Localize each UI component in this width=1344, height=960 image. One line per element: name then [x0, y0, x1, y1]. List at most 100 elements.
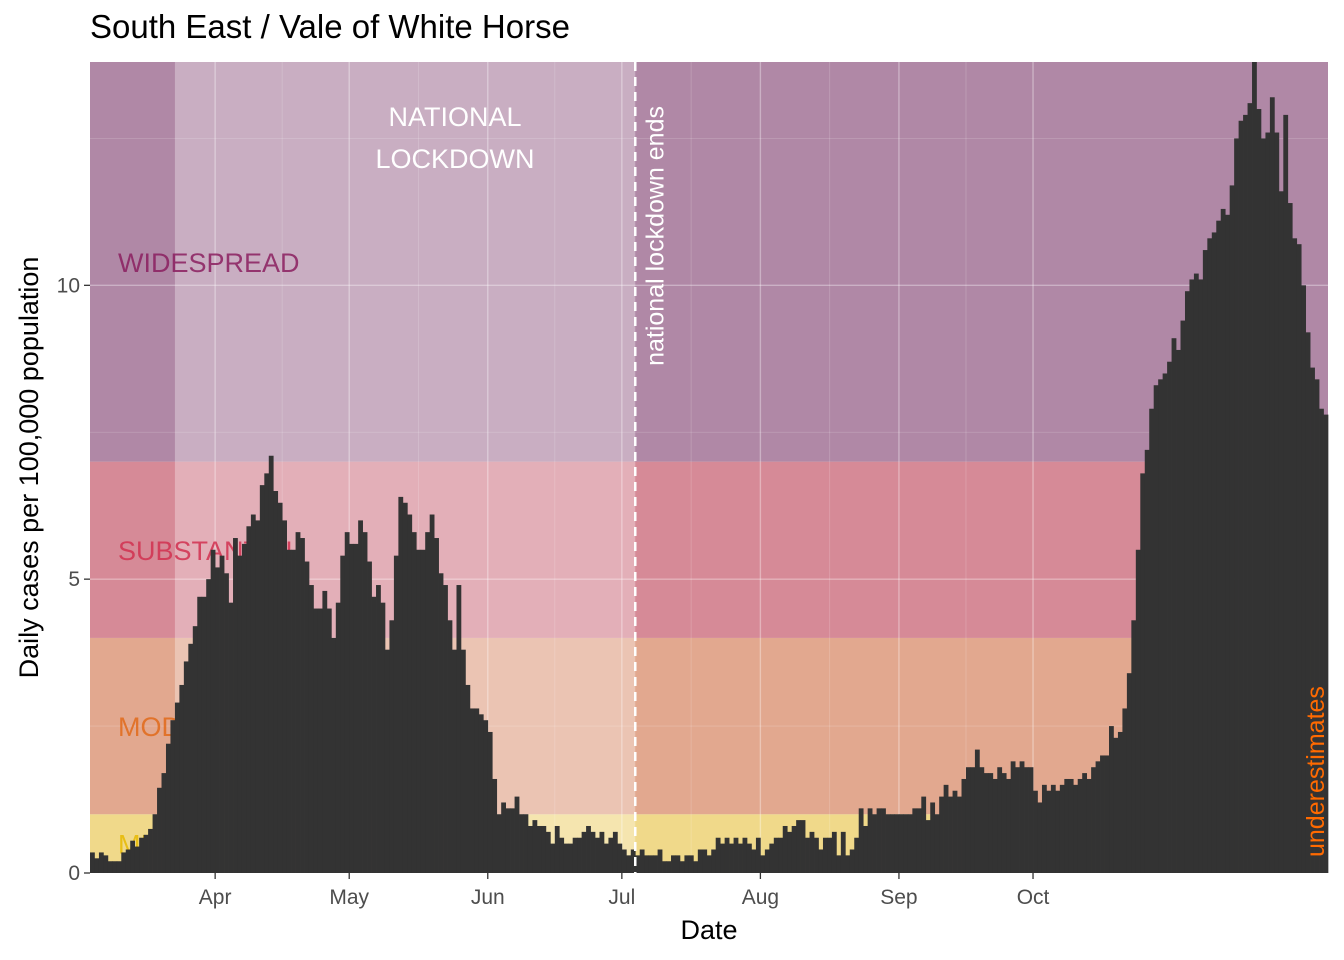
bar: [326, 608, 332, 873]
bar: [715, 837, 721, 873]
bar: [1077, 778, 1083, 873]
bar: [532, 820, 538, 873]
bar: [554, 825, 560, 873]
bar: [1234, 138, 1239, 873]
bar: [818, 849, 824, 873]
bar: [1068, 778, 1074, 873]
bar: [577, 837, 582, 873]
bar: [1028, 767, 1034, 873]
bar: [224, 573, 229, 873]
axes: 0 5 10 Apr May Jun Jul Aug Sep Oct Date Daily cases…: [14, 257, 1050, 945]
bar: [1019, 761, 1025, 873]
bar: [957, 796, 962, 873]
bar: [684, 855, 690, 873]
bar: [559, 837, 565, 873]
bar: [572, 837, 578, 873]
bar: [706, 855, 712, 873]
bar: [1100, 755, 1105, 873]
bar: [1278, 191, 1284, 873]
bar: [1243, 114, 1248, 874]
bar: [836, 855, 842, 873]
bar: [367, 561, 372, 873]
bar: [1024, 767, 1029, 873]
bar: [1225, 214, 1231, 873]
bar: [170, 720, 176, 873]
bar: [523, 814, 529, 873]
bar: [1207, 238, 1213, 874]
bar: [809, 831, 815, 873]
bar: [139, 837, 144, 873]
bar: [925, 820, 931, 873]
bar: [586, 825, 591, 873]
bar: [545, 831, 551, 873]
bar: [648, 855, 654, 873]
bar: [550, 843, 556, 873]
bar: [402, 502, 408, 873]
bar: [617, 843, 623, 873]
bar: [510, 808, 515, 873]
bar: [872, 814, 877, 873]
bar: [644, 855, 650, 873]
bar: [125, 849, 131, 873]
bar: [376, 585, 381, 873]
bar: [988, 773, 994, 873]
bar: [992, 778, 998, 873]
bar: [210, 549, 216, 873]
bar: [322, 590, 328, 873]
bar: [814, 837, 819, 873]
bar: [1015, 767, 1020, 873]
bar: [148, 828, 153, 873]
bar: [501, 802, 506, 873]
bar: [778, 837, 784, 873]
bar: [653, 855, 658, 873]
bar: [639, 849, 645, 873]
bar: [679, 861, 685, 873]
bar: [1193, 273, 1199, 874]
bar: [241, 543, 247, 873]
bar: [1037, 802, 1043, 873]
bar: [1202, 250, 1208, 873]
bar: [711, 849, 717, 873]
bar: [434, 538, 439, 873]
bar: [277, 502, 283, 873]
bar: [304, 561, 310, 873]
bar: [358, 520, 363, 873]
bar: [331, 637, 337, 873]
bar: [443, 585, 448, 873]
bar: [233, 538, 238, 873]
bar: [143, 834, 149, 873]
bar: [1140, 473, 1146, 873]
bar: [675, 855, 681, 873]
bar: [130, 840, 136, 873]
bar: [1180, 320, 1186, 873]
bar: [492, 778, 498, 873]
bar: [1162, 373, 1168, 873]
bar: [255, 520, 261, 873]
bar: [581, 831, 587, 873]
bar: [250, 514, 256, 873]
bar: [246, 526, 252, 873]
bar: [353, 543, 359, 873]
bar: [1046, 790, 1052, 873]
bar: [746, 843, 752, 873]
bar: [425, 532, 431, 873]
bar: [805, 837, 810, 873]
bar: [1122, 708, 1128, 873]
bar: [452, 649, 457, 873]
bar: [112, 861, 118, 873]
bar: [983, 773, 989, 873]
bar: [541, 825, 547, 873]
bar: [1091, 767, 1096, 873]
bar: [282, 520, 287, 873]
bar: [1144, 449, 1150, 873]
bar: [1220, 208, 1226, 873]
bar: [657, 849, 663, 873]
bar: [764, 849, 770, 873]
bar: [612, 831, 618, 873]
bar: [773, 837, 779, 873]
overlays: NATIONAL LOCKDOWN national lockdown ends un…: [375, 62, 1330, 873]
bar: [997, 767, 1003, 873]
bar: [738, 843, 743, 873]
bar: [890, 814, 895, 873]
x-tick-label: Jul: [608, 886, 635, 909]
